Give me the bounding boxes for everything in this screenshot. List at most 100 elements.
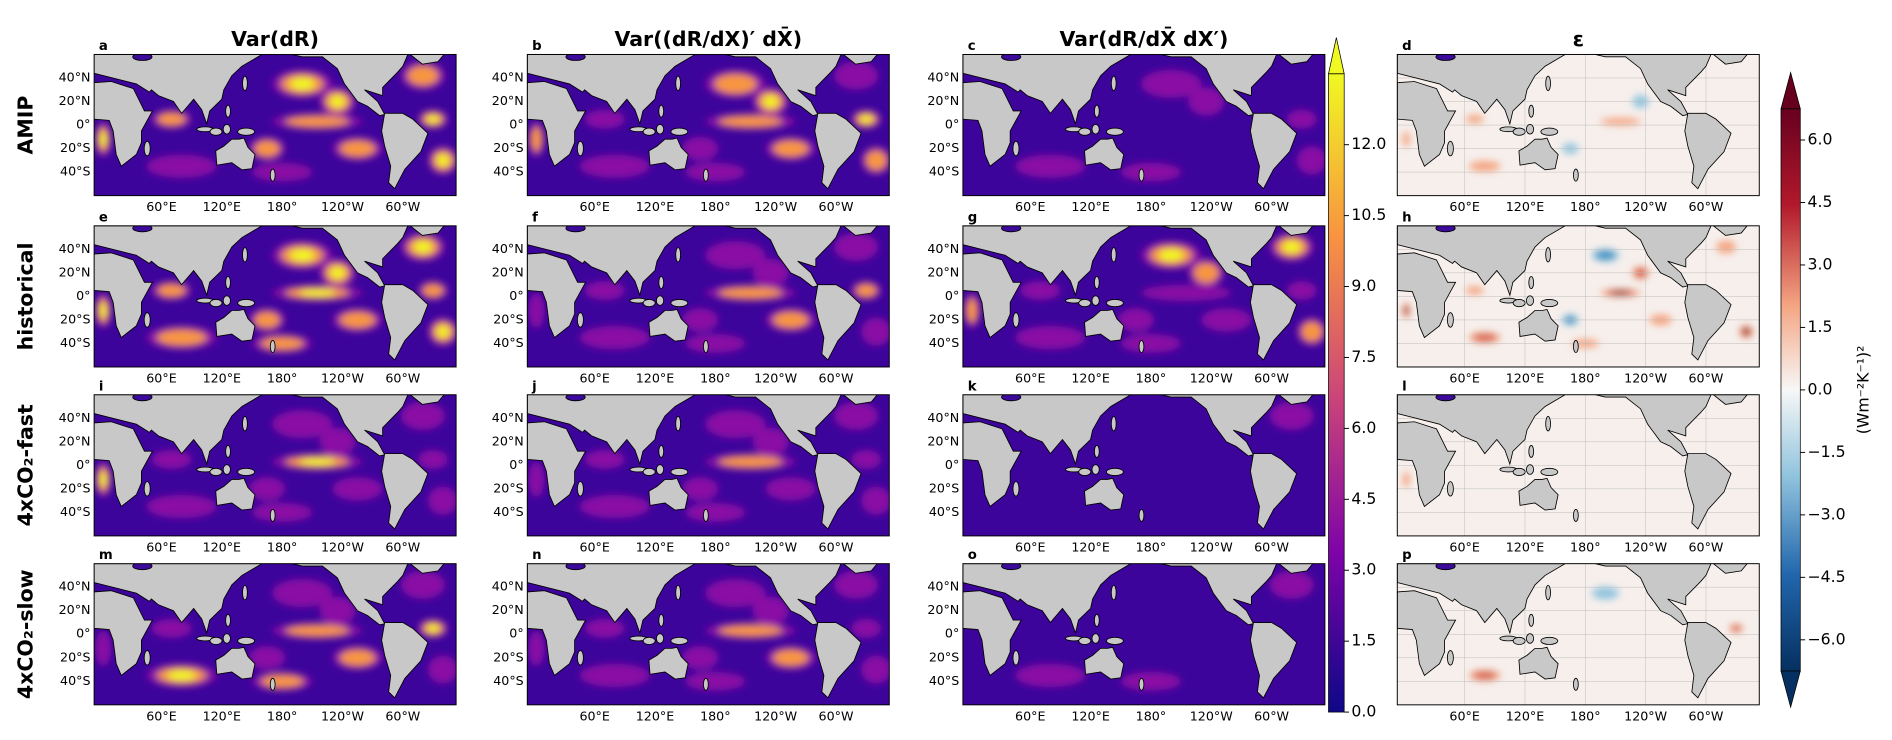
lon-tick-label: 60°W <box>385 199 420 214</box>
lon-tick-label: 180° <box>700 539 731 554</box>
lon-tick-label: 180° <box>1136 199 1167 214</box>
lon-tick-label: 60°W <box>1254 371 1289 386</box>
lat-tick-label: 40°N <box>492 241 524 256</box>
field-blob <box>1402 471 1410 488</box>
map-frame <box>93 53 457 197</box>
lon-tick-label: 120°W <box>1624 199 1667 214</box>
lon-tick-label: 60°E <box>1449 539 1479 554</box>
lon-tick-label: 180° <box>1570 539 1601 554</box>
lon-tick-label: 60°W <box>385 539 420 554</box>
lon-tick-label: 120°W <box>1190 371 1233 386</box>
field-blob <box>1120 162 1182 182</box>
lon-tick-label: 60°W <box>819 199 854 214</box>
field-blob <box>151 450 192 469</box>
colorbar-body <box>1780 108 1801 672</box>
lon-tick-label: 180° <box>267 371 298 386</box>
lon-tick-label: 60°W <box>385 708 420 723</box>
field-blob <box>1020 281 1061 300</box>
map-frame <box>962 53 1326 197</box>
lat-tick-label: 0° <box>509 457 523 472</box>
field-blob <box>752 596 789 625</box>
lat-tick-label: 40°N <box>59 410 91 425</box>
lon-tick-label: 120°W <box>1624 708 1667 723</box>
field-blob <box>1472 671 1497 680</box>
field-blob <box>584 109 625 129</box>
field-blob <box>773 140 809 157</box>
map-field <box>527 54 890 196</box>
field-blob <box>1193 262 1219 283</box>
field-pattern <box>528 570 890 691</box>
lat-tick-label: 20°S <box>60 140 90 155</box>
field-blob <box>1140 69 1202 98</box>
lon-tick-label: 60°W <box>1689 199 1724 214</box>
map-panel: p 60°E 120°E 180° 120°W 60°W <box>1396 548 1760 723</box>
lat-tick-label: 0° <box>945 117 959 132</box>
field-pattern <box>1269 401 1314 431</box>
panel-letter: g <box>968 210 978 225</box>
field-blob <box>861 317 890 346</box>
lon-tick-label: 60°E <box>146 371 176 386</box>
lon-tick-label: 120°E <box>203 708 241 723</box>
map-frame <box>93 394 457 537</box>
map-frame <box>93 225 457 368</box>
field-blob <box>99 303 107 318</box>
map-panel: n 60°E 120°E 180° 120°W 60°W 40°N 20°N 0° 20°S 40°… <box>492 548 890 723</box>
map-field <box>527 563 890 705</box>
lon-tick-label: 180° <box>1570 199 1601 214</box>
colorbar-tick-label: 1.5 <box>1351 631 1376 650</box>
lat-tick-label: 40°S <box>929 504 959 519</box>
colorbar-tick-label: 9.0 <box>1351 276 1376 295</box>
field-blob <box>833 232 879 262</box>
field-blob <box>248 477 286 501</box>
field-blob <box>1472 333 1497 342</box>
colorbar-extend <box>1780 71 1801 110</box>
field-pattern <box>963 232 1325 353</box>
panel-letter: b <box>532 39 542 54</box>
colorbar-body <box>1328 73 1345 713</box>
lat-tick-label: 20°N <box>492 93 524 108</box>
field-blob <box>1716 240 1737 254</box>
map-panel: l 60°E 120°E 180° 120°W 60°W <box>1396 379 1760 554</box>
colorbar-tick-label: 12.0 <box>1351 134 1386 153</box>
map-field <box>962 394 1325 536</box>
lat-tick-label: 0° <box>76 288 90 303</box>
field-blob <box>261 336 304 351</box>
lat-tick-label: 20°N <box>927 433 959 448</box>
panel-letter: n <box>532 548 541 563</box>
lon-tick-label: 60°W <box>819 708 854 723</box>
field-blob <box>682 136 719 161</box>
row-label: 4xCO₂-slow <box>14 569 38 699</box>
field-blob <box>95 630 112 667</box>
lon-tick-label: 60°E <box>146 199 176 214</box>
field-blob <box>1188 87 1225 116</box>
field-blob <box>1591 586 1619 600</box>
lat-tick-label: 20°N <box>59 93 91 108</box>
field-blob <box>1120 671 1182 691</box>
lon-tick-label: 120°W <box>321 199 364 214</box>
field-blob <box>1140 284 1232 302</box>
field-blob <box>1595 250 1616 260</box>
field-blob <box>261 674 304 688</box>
field-blob <box>1015 663 1086 688</box>
field-blob <box>146 154 217 178</box>
lon-tick-label: 60°W <box>1689 539 1724 554</box>
field-blob <box>156 329 207 346</box>
panel-letter: j <box>531 379 537 394</box>
field-blob <box>272 410 333 439</box>
lat-tick-label: 20°S <box>493 311 523 326</box>
field-pattern <box>1015 69 1325 182</box>
field-blob <box>861 655 890 684</box>
panel-letter: k <box>968 379 978 394</box>
map-field <box>1397 563 1760 705</box>
map-field <box>1397 394 1760 536</box>
field-blob <box>437 154 450 166</box>
lat-tick-label: 40°N <box>927 241 959 256</box>
map-field <box>962 563 1325 705</box>
lat-tick-label: 40°S <box>929 335 959 350</box>
field-blob <box>584 450 625 469</box>
field-blob <box>752 258 789 287</box>
map-frame <box>962 225 1326 368</box>
field-blob <box>833 570 879 599</box>
lon-tick-label: 120°E <box>636 708 674 723</box>
